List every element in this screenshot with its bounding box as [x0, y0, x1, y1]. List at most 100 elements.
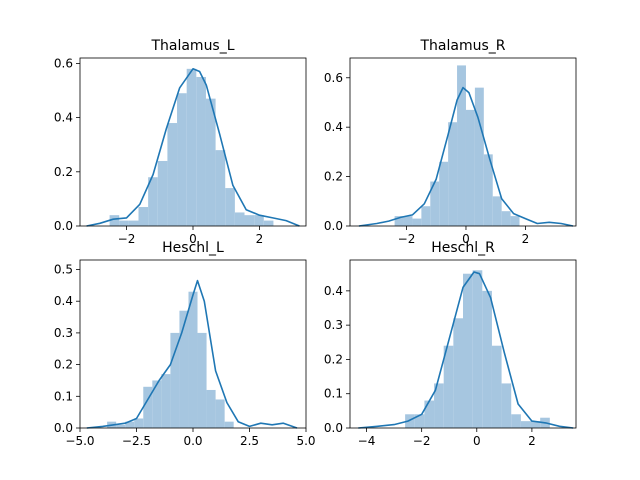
histogram-bar — [405, 414, 415, 428]
y-tick-label: 0.6 — [324, 71, 343, 85]
histogram-bar — [170, 332, 180, 428]
histogram-bar — [179, 310, 189, 428]
histogram-bar — [414, 414, 425, 428]
histogram-bar — [434, 383, 444, 428]
histogram-bar — [394, 216, 404, 226]
x-tick-label: 5.0 — [296, 434, 315, 448]
histogram-bar — [161, 374, 171, 428]
x-tick-label: 0 — [473, 434, 481, 448]
histogram-bar — [167, 123, 178, 226]
histogram-bar — [177, 93, 187, 227]
kde-curve — [358, 86, 574, 227]
y-tick-label: 0.3 — [54, 326, 73, 340]
histogram-bar — [530, 421, 541, 428]
y-tick-label: 0.3 — [324, 318, 343, 332]
subplot-1: −2 0 2 0.0 0.2 0.4 0.6 Thalamus_L — [54, 38, 307, 246]
histogram-bar — [520, 421, 531, 428]
axes-frame — [349, 259, 577, 429]
x-tick-label: −5.0 — [65, 434, 94, 448]
subplot-3: −5.0 −2.5 0.0 2.5 5.0 0.0 0.1 0.2 0.3 0.4 0.5 Hesch… — [54, 240, 316, 448]
y-tick-label: 0.4 — [324, 284, 343, 298]
histogram-bar — [116, 424, 126, 428]
x-tick-label: −2 — [413, 434, 431, 448]
histogram-bar — [439, 161, 449, 226]
histogram-bar — [510, 216, 520, 226]
y-tick-label: 0.1 — [54, 389, 73, 403]
histogram-bar — [138, 207, 149, 226]
subplot-2: −2 0 2 0.0 0.2 0.4 0.6 Thalamus_R — [324, 38, 577, 246]
histogram-bar — [215, 150, 226, 226]
y-tick-label: 0.0 — [54, 421, 73, 435]
histogram-bar — [430, 181, 440, 226]
histogram-bar — [206, 389, 216, 428]
histogram-bar — [421, 206, 431, 226]
x-tick-label: 0 — [189, 232, 197, 246]
histogram-bar — [143, 386, 153, 428]
histogram-bar — [205, 98, 216, 226]
y-tick-label: 0.2 — [324, 170, 343, 184]
y-tick-label: 0.5 — [54, 263, 73, 277]
histogram-bar — [109, 215, 120, 226]
x-tick-label: 0 — [462, 232, 470, 246]
histogram-bar — [453, 318, 463, 428]
histogram-bar — [152, 380, 162, 428]
histogram-bar — [501, 383, 512, 428]
histogram-bar — [254, 215, 264, 226]
y-tick-label: 0.2 — [54, 358, 73, 372]
histogram-bar — [403, 216, 413, 226]
x-tick-label: 0.0 — [183, 434, 202, 448]
histogram-bar — [224, 421, 234, 428]
histogram-bar — [457, 65, 466, 226]
x-tick-label: −4 — [358, 434, 376, 448]
histogram-bar — [424, 400, 435, 428]
histogram-bar — [196, 76, 206, 226]
histogram-bar — [482, 290, 492, 428]
histogram-bar — [448, 122, 458, 226]
x-tick-label: 2 — [256, 232, 264, 246]
y-tick-label: 0.0 — [324, 421, 343, 435]
histogram-bar — [128, 220, 139, 226]
histogram-bar — [244, 215, 255, 226]
x-tick-label: −2.5 — [122, 434, 151, 448]
subplot-4: −4 −2 0 2 0.0 0.1 0.2 0.3 0.4 Heschl_R — [324, 240, 577, 448]
x-tick-label: 2.5 — [240, 434, 259, 448]
histogram-bar — [474, 87, 484, 226]
subplot-title: Thalamus_R — [419, 38, 505, 54]
y-tick-label: 0.0 — [324, 219, 343, 233]
histogram-bar — [186, 68, 197, 226]
histogram-bar — [412, 218, 422, 226]
x-tick-label: −2 — [118, 232, 136, 246]
histogram-bar — [463, 273, 473, 428]
histogram-bar — [197, 332, 207, 428]
y-tick-label: 0.2 — [54, 165, 73, 179]
histogram-bar — [134, 418, 144, 428]
histogram-bar — [225, 188, 235, 226]
histogram-bar — [465, 109, 475, 226]
y-tick-label: 0.4 — [54, 111, 73, 125]
y-tick-label: 0.4 — [54, 294, 73, 308]
x-tick-label: 2 — [528, 434, 536, 448]
histogram-bar — [472, 270, 483, 428]
y-tick-label: 0.6 — [54, 56, 73, 70]
histogram-bar — [492, 196, 502, 226]
histogram-bar — [511, 414, 521, 428]
histogram-bar — [148, 177, 158, 226]
histogram-bar — [119, 220, 129, 226]
histogram-bar — [501, 211, 511, 226]
subplot-title: Heschl_R — [431, 240, 495, 256]
y-tick-label: 0.1 — [324, 387, 343, 401]
histogram-bar — [483, 154, 493, 226]
histogram-bar — [234, 212, 245, 226]
x-tick-label: 2 — [522, 232, 530, 246]
histogram-bar — [491, 345, 502, 428]
histogram-bar — [263, 220, 274, 226]
y-tick-label: 0.0 — [54, 219, 73, 233]
kde-curve — [358, 271, 574, 429]
histogram-bar — [157, 160, 168, 226]
histogram-bar — [443, 345, 454, 428]
histogram-bar — [215, 399, 225, 428]
axes-frame — [349, 57, 577, 227]
y-tick-label: 0.2 — [324, 352, 343, 366]
kde-curve — [86, 68, 300, 227]
